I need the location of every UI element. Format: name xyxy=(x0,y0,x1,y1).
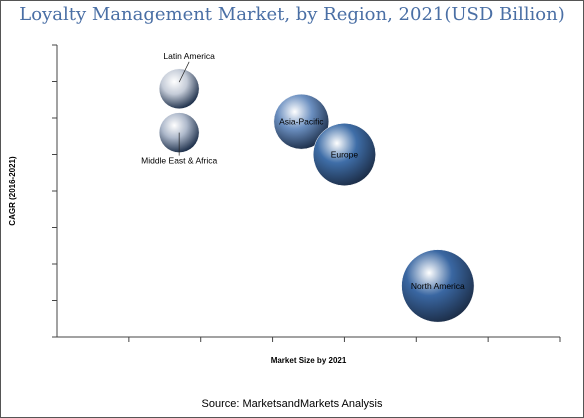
label-leader xyxy=(178,61,190,83)
bubbles xyxy=(158,68,475,323)
bubble-europe xyxy=(312,123,376,186)
bubble-north-america xyxy=(401,249,475,323)
bubble-labels: Latin America Middle East & Africa Asia-Pa… xyxy=(141,51,465,291)
bubble-asia-pacific xyxy=(273,93,330,150)
bubble-label-middle-east-africa: Middle East & Africa xyxy=(141,156,217,166)
bubble-label-asia-pacific: Asia-Pacific xyxy=(279,117,324,127)
x-axis-label: Market Size by 2021 xyxy=(271,356,347,365)
bubble-latin-america xyxy=(158,68,200,110)
bubble-label-north-america: North America xyxy=(411,281,465,291)
bubble-label-europe: Europe xyxy=(331,150,359,160)
source-note: Source: MarketsandMarkets Analysis xyxy=(201,398,383,410)
chart-title: Loyalty Management Market, by Region, 20… xyxy=(19,4,565,25)
y-axis-label: CAGR (2016-2021) xyxy=(8,156,17,226)
bubble-label-latin-america: Latin America xyxy=(163,51,215,61)
axes xyxy=(52,44,561,342)
